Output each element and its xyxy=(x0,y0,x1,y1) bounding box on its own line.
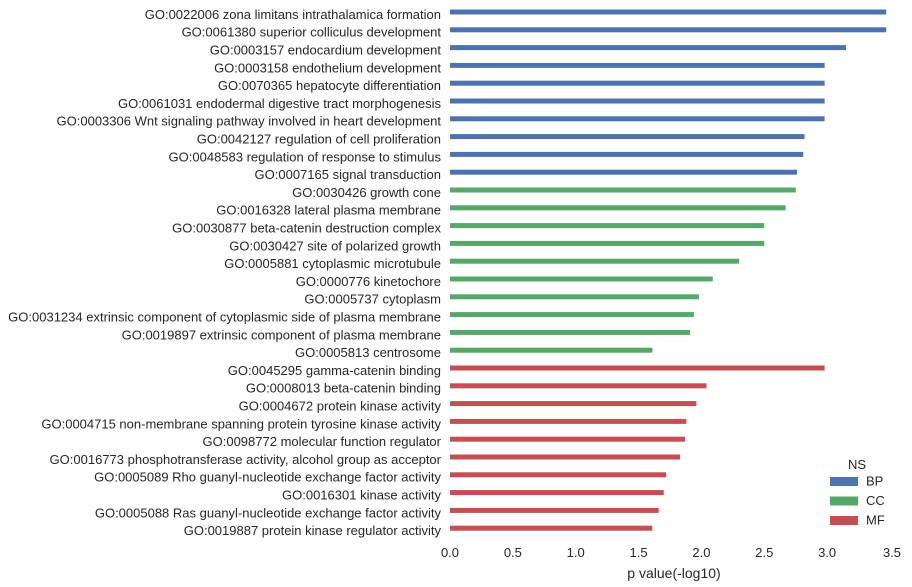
bar-cc xyxy=(450,240,765,246)
bar-bp xyxy=(450,9,887,15)
category-label: GO:0045295 gamma-catenin binding xyxy=(228,363,441,378)
bars-group xyxy=(450,9,887,531)
bar-bp xyxy=(450,45,846,51)
bar-bp xyxy=(450,98,825,104)
category-label: GO:0005089 Rho guanyl-nucleotide exchang… xyxy=(94,470,441,485)
bar-cc xyxy=(450,294,699,300)
bar-mf xyxy=(450,418,687,424)
category-label: GO:0005881 cytoplasmic microtubule xyxy=(224,256,441,271)
bar-cc xyxy=(450,312,694,318)
bar-cc xyxy=(450,205,786,211)
bar-cc xyxy=(450,187,796,193)
bar-mf xyxy=(450,401,697,407)
category-label: GO:0070365 hepatocyte differentiation xyxy=(218,78,441,93)
legend-swatch-cc xyxy=(830,496,858,506)
category-label: GO:0008013 beta-catenin binding xyxy=(246,381,441,396)
legend-label-mf: MF xyxy=(866,512,885,527)
category-label: GO:0003158 endothelium development xyxy=(214,60,441,75)
category-label: GO:0004715 non-membrane spanning protein… xyxy=(41,416,441,431)
category-label: GO:0005737 cytoplasm xyxy=(304,292,441,307)
category-label: GO:0061031 endodermal digestive tract mo… xyxy=(118,96,442,111)
x-axis-title: p value(-log10) xyxy=(627,565,720,581)
bar-bp xyxy=(450,134,805,140)
x-tick-label: 2.0 xyxy=(692,545,710,560)
x-axis-ticks-group: 0.0 0.5 1.0 1.5 2.0 2.5 3.0 3.5 xyxy=(441,545,901,560)
category-label: GO:0003157 endocardium development xyxy=(210,43,442,58)
category-labels-group: GO:0022006 zona limitans intrathalamica … xyxy=(8,7,441,538)
x-tick-label: 2.5 xyxy=(755,545,773,560)
bar-bp xyxy=(450,80,825,86)
category-label: GO:0019897 extrinsic component of plasma… xyxy=(122,327,441,342)
bar-mf xyxy=(450,525,653,531)
category-label: GO:0098772 molecular function regulator xyxy=(203,434,442,449)
category-label: GO:0004672 protein kinase activity xyxy=(239,399,442,414)
bar-bp xyxy=(450,27,887,33)
bar-cc xyxy=(450,223,765,229)
bar-mf xyxy=(450,472,667,478)
category-label: GO:0003306 Wnt signaling pathway involve… xyxy=(57,114,442,129)
bar-mf xyxy=(450,507,659,513)
bar-cc xyxy=(450,347,653,353)
bar-bp xyxy=(450,151,804,157)
bar-bp xyxy=(450,62,825,68)
category-label: GO:0030877 beta-catenin destruction comp… xyxy=(172,221,441,236)
legend-swatch-mf xyxy=(830,516,858,525)
bar-bp xyxy=(450,116,825,122)
x-tick-label: 1.5 xyxy=(630,545,648,560)
category-label: GO:0031234 extrinsic component of cytopl… xyxy=(8,310,441,325)
bar-mf xyxy=(450,490,664,496)
x-tick-label: 0.5 xyxy=(504,545,522,560)
bar-cc xyxy=(450,276,713,282)
category-label: GO:0048583 regulation of response to sti… xyxy=(169,149,442,164)
category-label: GO:0007165 signal transduction xyxy=(255,167,441,182)
x-tick-label: 3.5 xyxy=(883,545,901,560)
category-label: GO:0030426 growth cone xyxy=(292,185,441,200)
x-tick-label: 0.0 xyxy=(441,545,459,560)
legend-swatch-bp xyxy=(830,477,858,486)
bar-mf xyxy=(450,365,825,371)
bar-bp xyxy=(450,169,797,175)
category-label: GO:0005088 Ras guanyl-nucleotide exchang… xyxy=(95,505,442,520)
x-tick-label: 3.0 xyxy=(818,545,836,560)
legend: NS BP CC MF xyxy=(830,457,885,527)
legend-label-bp: BP xyxy=(866,473,883,488)
category-label: GO:0016328 lateral plasma membrane xyxy=(216,203,441,218)
legend-title: NS xyxy=(848,457,866,472)
category-label: GO:0022006 zona limitans intrathalamica … xyxy=(145,7,441,22)
bar-mf xyxy=(450,383,707,389)
category-label: GO:0061380 superior colliculus developme… xyxy=(182,25,442,40)
bar-mf xyxy=(450,436,686,442)
category-label: GO:0005813 centrosome xyxy=(295,345,441,360)
category-label: GO:0042127 regulation of cell proliferat… xyxy=(197,132,441,147)
legend-label-cc: CC xyxy=(866,493,885,508)
x-tick-label: 1.0 xyxy=(567,545,585,560)
bar-cc xyxy=(450,329,691,335)
category-label: GO:0030427 site of polarized growth xyxy=(229,238,441,253)
category-label: GO:0016773 phosphotransferase activity, … xyxy=(50,452,442,467)
category-label: GO:0016301 kinase activity xyxy=(282,488,441,503)
category-label: GO:0000776 kinetochore xyxy=(296,274,441,289)
bar-mf xyxy=(450,454,681,460)
bar-cc xyxy=(450,258,740,264)
category-label: GO:0019887 protein kinase regulator acti… xyxy=(184,523,442,538)
